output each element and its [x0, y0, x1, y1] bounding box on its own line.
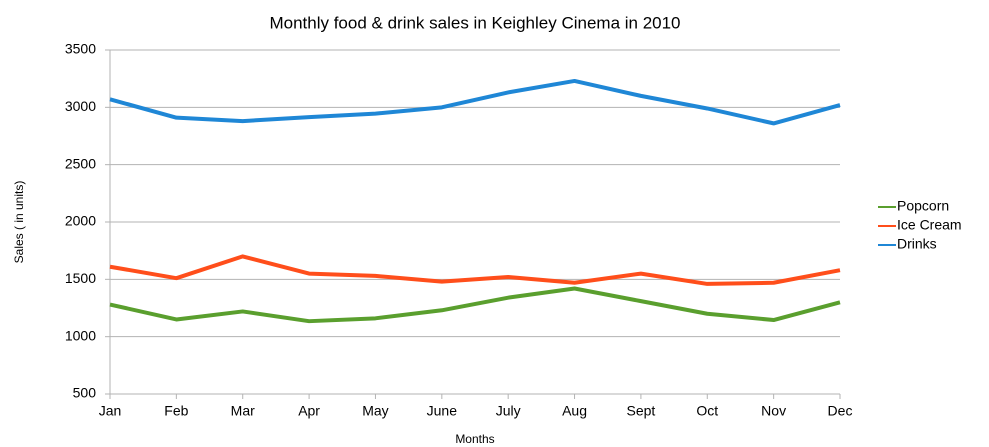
- legend-label: Drinks: [897, 236, 937, 252]
- line-series: [109, 286, 841, 324]
- x-tick-label: July: [496, 403, 521, 419]
- x-tick-label: Dec: [828, 403, 853, 419]
- legend-label: Popcorn: [897, 198, 949, 214]
- y-tick-label: 500: [73, 385, 97, 401]
- x-tick-label: Jan: [99, 403, 122, 419]
- line-series: [109, 78, 841, 126]
- x-tick-label: May: [362, 403, 388, 419]
- y-tick-label: 2500: [65, 155, 96, 171]
- chart-title: Monthly food & drink sales in Keighley C…: [269, 13, 680, 32]
- x-tick-label: June: [427, 403, 458, 419]
- x-tick-label: Nov: [761, 403, 786, 419]
- legend-label: Ice Cream: [897, 217, 962, 233]
- line-series: [109, 254, 841, 286]
- y-tick-label: 3000: [65, 98, 96, 114]
- x-axis-label: Months: [455, 432, 494, 446]
- y-tick-label: 3500: [65, 41, 96, 57]
- y-tick-label: 1500: [65, 270, 96, 286]
- y-tick-label: 2000: [65, 213, 96, 229]
- x-tick-label: Sept: [627, 403, 656, 419]
- x-tick-label: Apr: [298, 403, 320, 419]
- x-tick-label: Aug: [562, 403, 587, 419]
- y-axis-label: Sales ( in units): [12, 181, 26, 264]
- x-tick-label: Feb: [164, 403, 188, 419]
- x-tick-label: Mar: [231, 403, 255, 419]
- x-tick-label: Oct: [696, 403, 718, 419]
- y-tick-label: 1000: [65, 327, 96, 343]
